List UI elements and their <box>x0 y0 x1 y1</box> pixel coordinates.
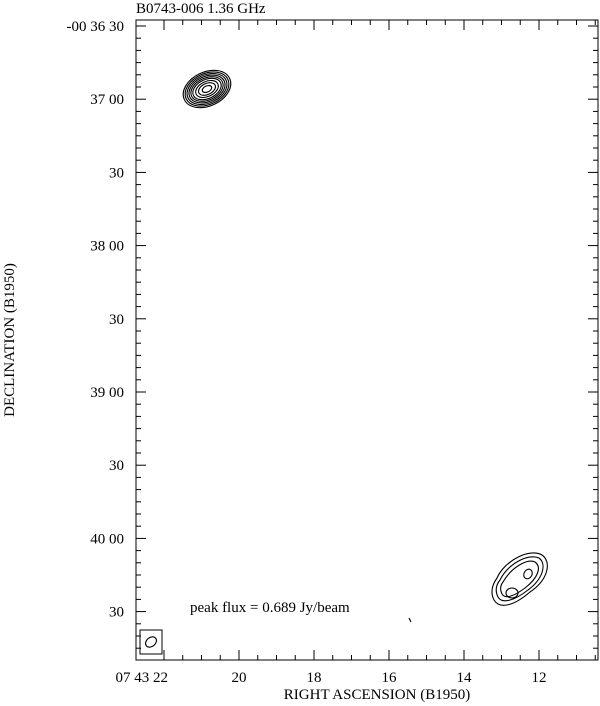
y-tick-label: 39 00 <box>90 385 124 401</box>
source-contours <box>182 69 232 109</box>
plot-frame <box>135 19 599 661</box>
x-tick-label: 18 <box>307 670 322 686</box>
y-tick-label: 40 00 <box>90 531 124 547</box>
y-axis-label: DECLINATION (B1950) <box>2 263 18 417</box>
y-tick-label: -00 36 30 <box>67 19 125 35</box>
x-tick-label: 12 <box>532 670 547 686</box>
peak-flux-note: peak flux = 0.689 Jy/beam <box>190 600 350 616</box>
y-tick-label: 37 00 <box>90 92 124 108</box>
beam <box>145 636 157 648</box>
x-axis-label: RIGHT ASCENSION (B1950) <box>284 687 470 703</box>
plot-title: B0743-006 1.36 GHz <box>136 1 266 17</box>
ticks: -00 36 30 37 00 30 38 00 30 39 00 30 40 00 30 07 … <box>67 19 598 686</box>
x-tick-label: 07 43 22 <box>116 670 169 686</box>
x-tick-label: 20 <box>232 670 247 686</box>
y-tick-label: 38 00 <box>90 239 124 255</box>
y-tick-label: 30 <box>109 605 124 621</box>
x-tick-label: 16 <box>382 670 398 686</box>
y-tick-label: 30 <box>109 165 124 181</box>
source-contours <box>408 552 548 623</box>
beam-box <box>139 629 163 655</box>
y-tick-label: 30 <box>109 458 124 474</box>
x-tick-label: 14 <box>457 670 473 686</box>
y-tick-label: 30 <box>109 312 124 328</box>
